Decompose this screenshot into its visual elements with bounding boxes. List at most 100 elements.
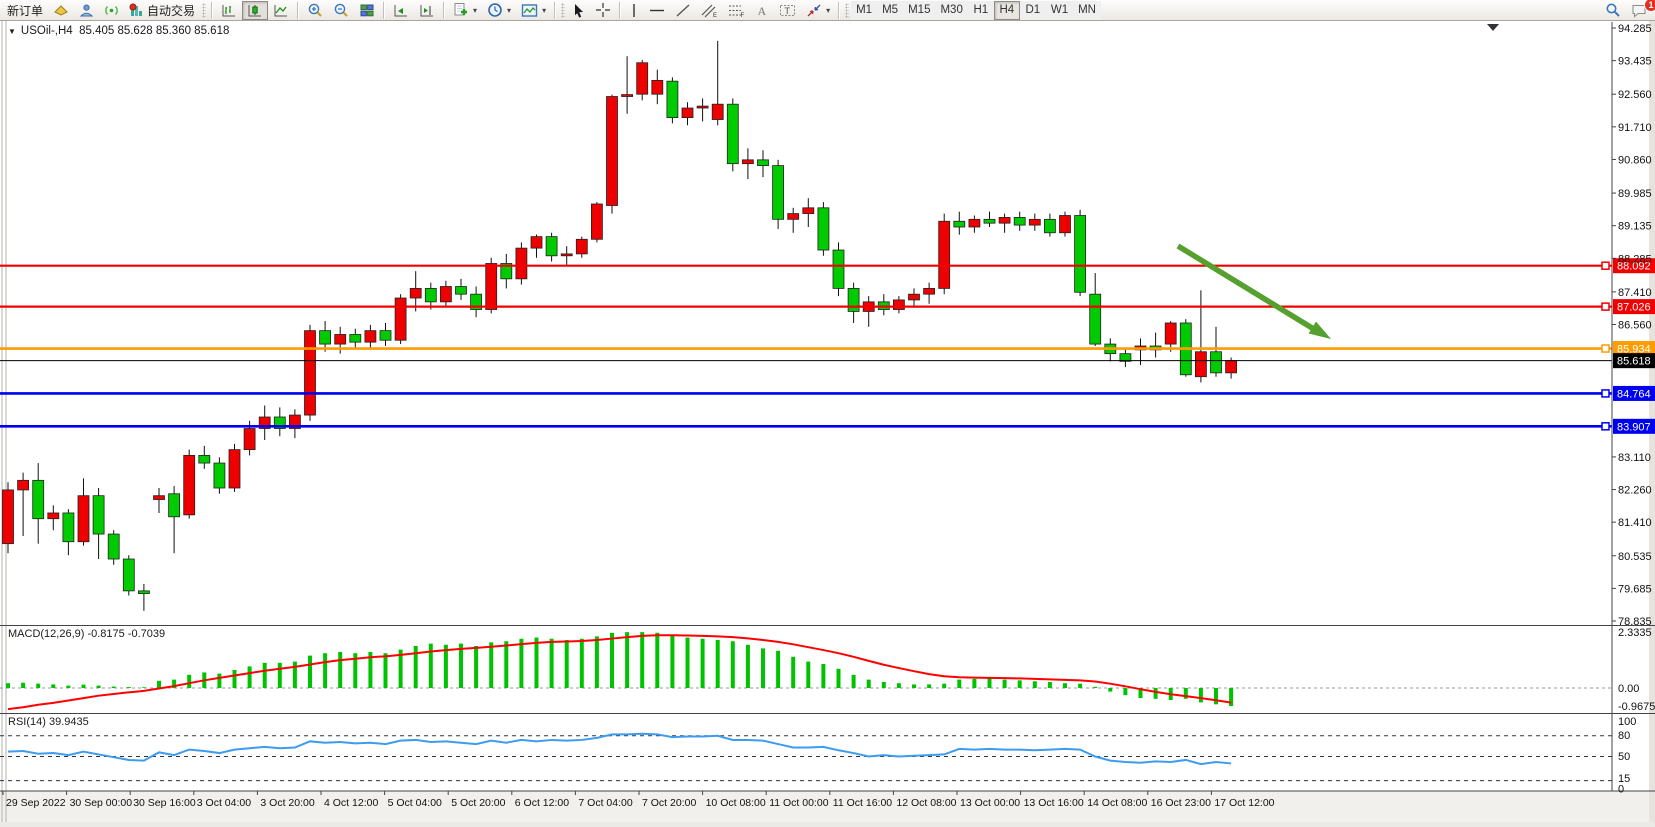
- svg-text:7 Oct 20:00: 7 Oct 20:00: [642, 797, 696, 809]
- svg-text:30 Sep 16:00: 30 Sep 16:00: [133, 797, 196, 809]
- svg-text:85.934: 85.934: [1617, 344, 1651, 356]
- auto-scroll-icon: [393, 3, 409, 18]
- trendline-icon: [675, 3, 691, 18]
- svg-text:11 Oct 00:00: 11 Oct 00:00: [769, 797, 829, 809]
- svg-text:16 Oct 23:00: 16 Oct 23:00: [1151, 797, 1211, 809]
- svg-text:6 Oct 12:00: 6 Oct 12:00: [515, 797, 569, 809]
- hline-88.092[interactable]: 88.092: [0, 258, 1655, 274]
- svg-text:4 Oct 12:00: 4 Oct 12:00: [324, 797, 378, 809]
- timeframe-M1[interactable]: M1: [851, 0, 878, 20]
- timeframe-M5[interactable]: M5: [877, 0, 904, 20]
- crosshair-button[interactable]: [590, 1, 616, 20]
- channel-icon: E: [701, 3, 718, 18]
- svg-text:85.618: 85.618: [1617, 356, 1651, 368]
- timeframe-D1[interactable]: D1: [1019, 0, 1046, 20]
- svg-text:0: 0: [1618, 784, 1624, 796]
- trendline-button[interactable]: [670, 1, 696, 20]
- add-indicator-icon: [453, 2, 469, 18]
- hline-84.764[interactable]: 84.764: [0, 385, 1655, 401]
- templates-button[interactable]: ▾: [516, 1, 551, 20]
- svg-text:84.764: 84.764: [1617, 388, 1651, 400]
- macd-label: MACD(12,26,9) -0.8175 -0.7039: [8, 628, 166, 640]
- toolbar: 新订单 自动交易 ▾ ▾ ▾: [0, 0, 1655, 21]
- zoom-in-button[interactable]: [302, 1, 328, 20]
- chart-ohlc-values: 85.405 85.628 85.360 85.618: [79, 25, 230, 37]
- svg-text:7 Oct 04:00: 7 Oct 04:00: [578, 797, 632, 809]
- auto-trading-button[interactable]: 自动交易: [124, 1, 200, 20]
- hline-87.026[interactable]: 87.026: [0, 299, 1655, 315]
- add-indicator-button[interactable]: ▾: [448, 1, 482, 20]
- line-chart-button[interactable]: [268, 1, 294, 20]
- line-chart-icon: [273, 3, 289, 18]
- timeframe-MN[interactable]: MN: [1073, 0, 1101, 20]
- text-label-button[interactable]: T: [774, 1, 801, 20]
- charts-icon: [53, 3, 69, 18]
- svg-text:17 Oct 12:00: 17 Oct 12:00: [1214, 797, 1274, 809]
- price-axis: 94.285 93.435 92.560 91.710 90.860 89.985 89.1…: [1611, 22, 1652, 791]
- svg-text:30 Sep 00:00: 30 Sep 00:00: [70, 797, 133, 809]
- svg-text:89.985: 89.985: [1618, 188, 1652, 200]
- timeframe-W1[interactable]: W1: [1045, 0, 1074, 20]
- svg-text:15: 15: [1618, 773, 1630, 785]
- hline-85.618[interactable]: 85.618: [0, 353, 1655, 369]
- timeframe-M15[interactable]: M15: [903, 0, 936, 20]
- timeframe-H1[interactable]: H1: [967, 0, 994, 20]
- chart-symbol-period: USOil-,H4: [20, 25, 73, 37]
- bar-chart-icon: [221, 3, 237, 18]
- add-indicator-dropdown-icon[interactable]: ▾: [473, 5, 478, 15]
- text-label-icon: T: [779, 3, 796, 18]
- chart-title: ▼ USOil-,H4 85.405 85.628 85.360 85.618: [8, 25, 229, 37]
- rsi-label: RSI(14) 39.9435: [8, 716, 89, 728]
- svg-text:94.285: 94.285: [1618, 23, 1652, 35]
- profile-button[interactable]: [74, 1, 99, 20]
- text-icon: A: [755, 3, 769, 18]
- horizontal-line-button[interactable]: [644, 1, 670, 20]
- channel-button[interactable]: E: [696, 1, 723, 20]
- text-button[interactable]: A: [750, 1, 774, 20]
- vertical-line-button[interactable]: [624, 1, 644, 20]
- svg-text:2.3335: 2.3335: [1618, 627, 1652, 639]
- new-order-button[interactable]: 新订单: [2, 1, 48, 20]
- signal-icon: [104, 3, 119, 18]
- auto-scroll-button[interactable]: [388, 1, 414, 20]
- signal-button[interactable]: [99, 1, 124, 20]
- fibonacci-button[interactable]: F: [723, 1, 750, 20]
- svg-text:87.026: 87.026: [1617, 302, 1651, 314]
- arrows-button[interactable]: ▾: [801, 1, 835, 20]
- svg-text:14 Oct 08:00: 14 Oct 08:00: [1087, 797, 1147, 809]
- fibonacci-icon: F: [728, 3, 745, 18]
- svg-text:100: 100: [1618, 716, 1636, 728]
- tile-windows-button[interactable]: [354, 1, 380, 20]
- candlestick-chart-button[interactable]: [242, 0, 269, 20]
- notifications-button[interactable]: 1: [1626, 0, 1655, 20]
- svg-text:82.260: 82.260: [1618, 485, 1652, 497]
- svg-text:83.110: 83.110: [1618, 452, 1651, 464]
- title-collapse-icon[interactable]: ▼: [8, 27, 16, 36]
- bar-chart-button[interactable]: [216, 1, 242, 20]
- templates-dropdown-icon[interactable]: ▾: [542, 5, 547, 15]
- charts-button[interactable]: [48, 1, 74, 20]
- svg-text:10 Oct 08:00: 10 Oct 08:00: [706, 797, 766, 809]
- svg-text:80: 80: [1618, 730, 1630, 742]
- zoom-out-button[interactable]: [328, 1, 354, 20]
- periods-button[interactable]: ▾: [482, 1, 516, 20]
- svg-text:79.685: 79.685: [1618, 583, 1652, 595]
- trend-arrow[interactable]: [1176, 243, 1331, 339]
- chart-shift-marker: [1487, 24, 1499, 31]
- svg-text:5 Oct 20:00: 5 Oct 20:00: [451, 797, 505, 809]
- periods-dropdown-icon[interactable]: ▾: [507, 5, 512, 15]
- hline-83.907[interactable]: 83.907: [0, 418, 1655, 434]
- timeframe-H4[interactable]: H4: [993, 0, 1020, 20]
- hline-85.934[interactable]: 85.934: [0, 341, 1655, 357]
- horizontal-line-icon: [649, 3, 665, 18]
- cursor-button[interactable]: [567, 1, 590, 20]
- search-button[interactable]: [1600, 1, 1626, 20]
- arrows-dropdown-icon[interactable]: ▾: [826, 5, 831, 15]
- timeframe-M30[interactable]: M30: [935, 0, 968, 20]
- svg-text:3 Oct 20:00: 3 Oct 20:00: [260, 797, 314, 809]
- chart-shift-button[interactable]: [414, 1, 440, 20]
- svg-text:12 Oct 08:00: 12 Oct 08:00: [896, 797, 956, 809]
- macd-panel: 2.3335 0.00 -0.9675: [0, 627, 1655, 713]
- svg-text:88.092: 88.092: [1617, 261, 1651, 273]
